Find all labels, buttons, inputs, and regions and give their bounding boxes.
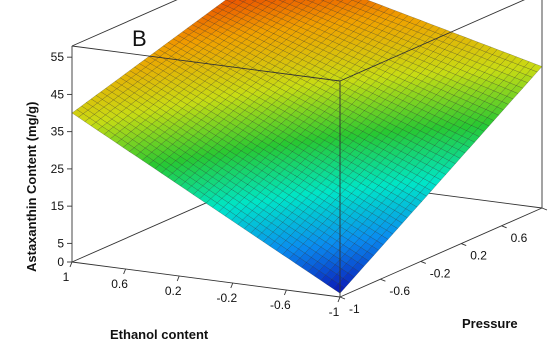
surface-mesh [71, 0, 543, 294]
box-edge [71, 45, 341, 82]
box-front-edges [71, 0, 543, 298]
x-tick-label: -0.2 [216, 291, 237, 305]
y-tick-mark [461, 243, 467, 247]
x-tick-mark [176, 275, 180, 282]
box-edge [71, 261, 341, 298]
surface-cell [265, 0, 277, 4]
x-tick-mark [123, 268, 127, 275]
z-tick-label: 15 [51, 199, 65, 213]
y-tick-mark [541, 207, 548, 211]
y-axis-label: Pressure [462, 316, 518, 331]
surface-cell [225, 0, 237, 3]
x-tick-mark [337, 296, 341, 303]
x-tick-mark [230, 282, 234, 289]
z-tick-label: 25 [51, 162, 65, 176]
panel-label: B [132, 26, 147, 51]
x-axis-label: Ethanol content [110, 327, 209, 342]
x-tick-label: -1 [329, 305, 340, 319]
x-tick-label: 0.6 [111, 277, 128, 291]
y-tick-label: -1 [349, 302, 360, 316]
y-tick-mark [339, 296, 346, 300]
surface-cell [238, 0, 247, 3]
box-edge [339, 207, 543, 298]
x-tick-mark [69, 261, 73, 268]
surface-cell [251, 0, 257, 2]
surface-cell [323, 0, 334, 4]
y-tick-label: -0.6 [389, 284, 410, 298]
box-edge [71, 0, 178, 47]
surface-cell [278, 0, 286, 3]
x-tick-label: 0.2 [165, 284, 182, 298]
surface-cell [294, 0, 306, 4]
x-tick-label: 1 [63, 270, 70, 284]
z-axis-label: Astaxanthin Content (mg/g) [24, 102, 39, 272]
z-tick-label: 35 [51, 125, 65, 139]
z-tick-label: 45 [51, 87, 65, 101]
y-tick-label: -0.2 [430, 266, 451, 280]
y-tick-mark [380, 278, 386, 282]
z-tick-label: 55 [51, 50, 65, 64]
tick-labels: 0 5 15 25 35 45 55 1 0.6 0.2 -0.2 -0.6 -1 -1 -0.6 -0.2 0… [51, 50, 548, 319]
surface-cell [530, 63, 543, 73]
z-tick-label: 0 [57, 255, 64, 269]
y-tick-mark [420, 260, 426, 264]
x-tick-mark [283, 289, 287, 296]
box-edge [339, 0, 525, 82]
y-tick-mark [501, 225, 507, 229]
surface-cell [292, 0, 296, 1]
x-tick-label: -0.6 [270, 298, 291, 312]
z-tick-label: 5 [57, 236, 64, 250]
y-tick-label: 0.2 [470, 249, 487, 263]
y-tick-label: 0.6 [511, 231, 528, 245]
